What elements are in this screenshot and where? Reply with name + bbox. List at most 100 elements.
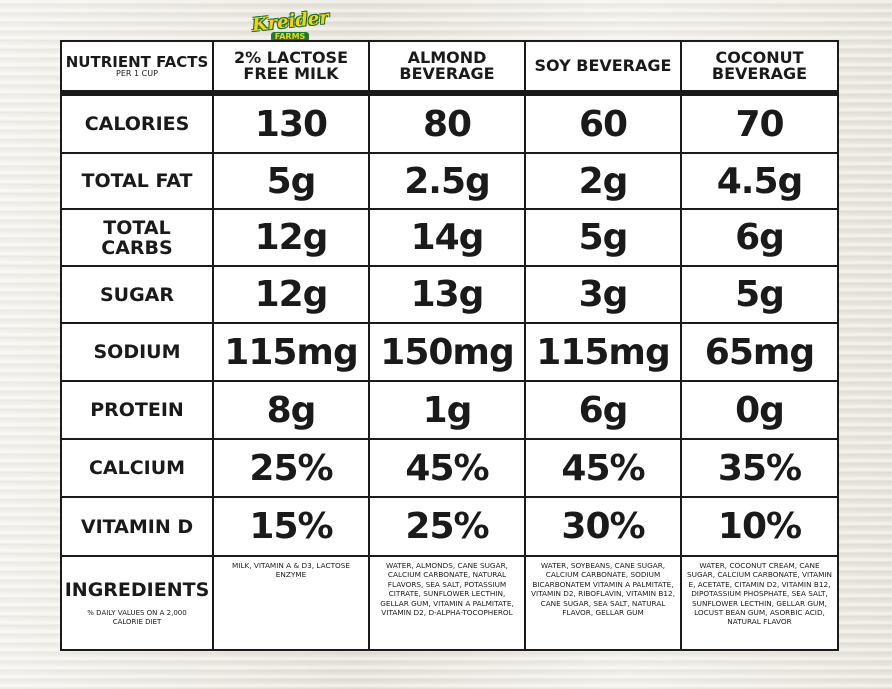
value-cell: 15% [214,498,370,557]
row-label: SUGAR [99,283,175,306]
value: 4.5g [716,160,804,202]
column-header: COCONUT BEVERAGE [711,48,808,83]
value: 115mg [224,331,358,373]
ingredients-label: INGREDIENTS [64,579,210,601]
value-cell: 0g [682,382,839,440]
value-cell: 115mg [214,324,370,382]
value: 0g [735,389,785,431]
value-cell: 2.5g [370,154,526,210]
value: 2.5g [404,160,491,202]
value-cell: 14g [370,210,526,267]
value: 2g [578,160,629,202]
value: 1g [422,389,473,431]
value: 30% [561,506,645,547]
value-cell: 13g [370,267,526,324]
header-almond-beverage: ALMOND BEVERAGE [370,40,526,96]
row-label: CALCIUM [88,457,186,479]
value: 130 [254,103,328,145]
value: 6g [735,217,785,258]
value-cell: 2g [526,154,682,210]
logo-farms-banner: FARMS [270,31,310,42]
row-label-ingredients: INGREDIENTS % DAILY VALUES ON A 2,000 CA… [60,557,214,651]
value: 13g [410,274,485,315]
ingredients-cell: MILK, VITAMIN A & D3, LACTOSE ENZYME [214,557,370,651]
value: 3g [578,274,629,315]
row-label-total-fat: TOTAL FAT [60,154,214,210]
row-label-sodium: SODIUM [60,324,214,382]
value-cell: 115mg [526,324,682,382]
value-cell: 3g [526,267,682,324]
value: 60 [578,103,628,145]
value-cell: 30% [526,498,682,557]
row-label-sugar: SUGAR [60,267,214,324]
value-cell: 8g [214,382,370,440]
value-cell: 4.5g [682,154,839,210]
row-label-vitamin-d: VITAMIN D [60,498,214,557]
row-label-protein: PROTEIN [60,382,214,440]
ingredients-text: WATER, SOYBEANS, CANE SUGAR, CALCIUM CAR… [530,561,676,618]
value: 5g [578,217,629,258]
value-cell: 45% [526,440,682,498]
value-cell: 80 [370,96,526,154]
row-label: PROTEIN [90,399,184,421]
row-label: CALORIES [84,113,190,135]
value-cell: 12g [214,267,370,324]
ingredients-text: WATER, ALMONDS, CANE SUGAR, CALCIUM CARB… [380,561,514,618]
value: 80 [422,103,472,145]
value-cell: 12g [214,210,370,267]
row-label: TOTAL FAT [81,170,193,192]
value: 25% [249,447,333,489]
value-cell: 6g [526,382,682,440]
ingredients-cell: WATER, ALMONDS, CANE SUGAR, CALCIUM CARB… [370,557,526,651]
value: 115mg [536,331,670,373]
value-cell: 60 [526,96,682,154]
value: 5g [735,274,785,315]
value: 25% [405,506,489,547]
value: 14g [410,217,485,258]
column-header: SOY BEVERAGE [534,56,672,75]
value-cell: 1g [370,382,526,440]
header-coconut-beverage: COCONUT BEVERAGE [682,40,839,96]
column-header: 2% LACTOSE FREE MILK [233,48,349,83]
value: 6g [578,389,629,431]
value-cell: 5g [214,154,370,210]
value-cell: 45% [370,440,526,498]
row-label: SODIUM [93,341,181,363]
value-cell: 25% [214,440,370,498]
value: 8g [266,389,317,431]
header-soy-beverage: SOY BEVERAGE [526,40,682,96]
value: 12g [254,217,329,258]
value: 15% [249,506,333,547]
header-nutrient-facts: NUTRIENT FACTS PER 1 CUP [60,40,214,96]
value-cell: 5g [526,210,682,267]
ingredients-cell: WATER, COCONUT CREAM, CANE SUGAR, CALCIU… [682,557,839,651]
ingredients-text: MILK, VITAMIN A & D3, LACTOSE ENZYME [231,561,351,580]
value: 150mg [380,331,514,373]
value: 5g [266,160,317,202]
row-label-total-carbs: TOTAL CARBS [60,210,214,267]
value-cell: 35% [682,440,839,498]
ingredients-cell: WATER, SOYBEANS, CANE SUGAR, CALCIUM CAR… [526,557,682,651]
per-cup-note: PER 1 CUP [116,68,158,78]
kreider-farms-logo: Kreider FARMS [250,6,330,44]
value: 12g [254,274,329,315]
value: 65mg [704,331,815,373]
row-label-calories: CALORIES [60,96,214,154]
nutrient-facts-title: NUTRIENT FACTS [65,52,209,71]
row-label: VITAMIN D [80,515,194,538]
daily-values-note: % DAILY VALUES ON A 2,000 CALORIE DIET [87,609,187,626]
value: 45% [561,447,645,489]
value: 10% [717,506,802,547]
value: 70 [735,103,784,145]
value-cell: 65mg [682,324,839,382]
ingredients-text: WATER, COCONUT CREAM, CANE SUGAR, CALCIU… [687,561,832,627]
value-cell: 5g [682,267,839,324]
header-lactose-free-milk: 2% LACTOSE FREE MILK [214,40,370,96]
value-cell: 10% [682,498,839,557]
row-label-calcium: CALCIUM [60,440,214,498]
logo-script: Kreider [250,6,330,36]
nutrition-comparison-table: NUTRIENT FACTS PER 1 CUP 2% LACTOSE FREE… [60,40,839,651]
value-cell: 25% [370,498,526,557]
value-cell: 6g [682,210,839,267]
column-header: ALMOND BEVERAGE [399,48,495,83]
